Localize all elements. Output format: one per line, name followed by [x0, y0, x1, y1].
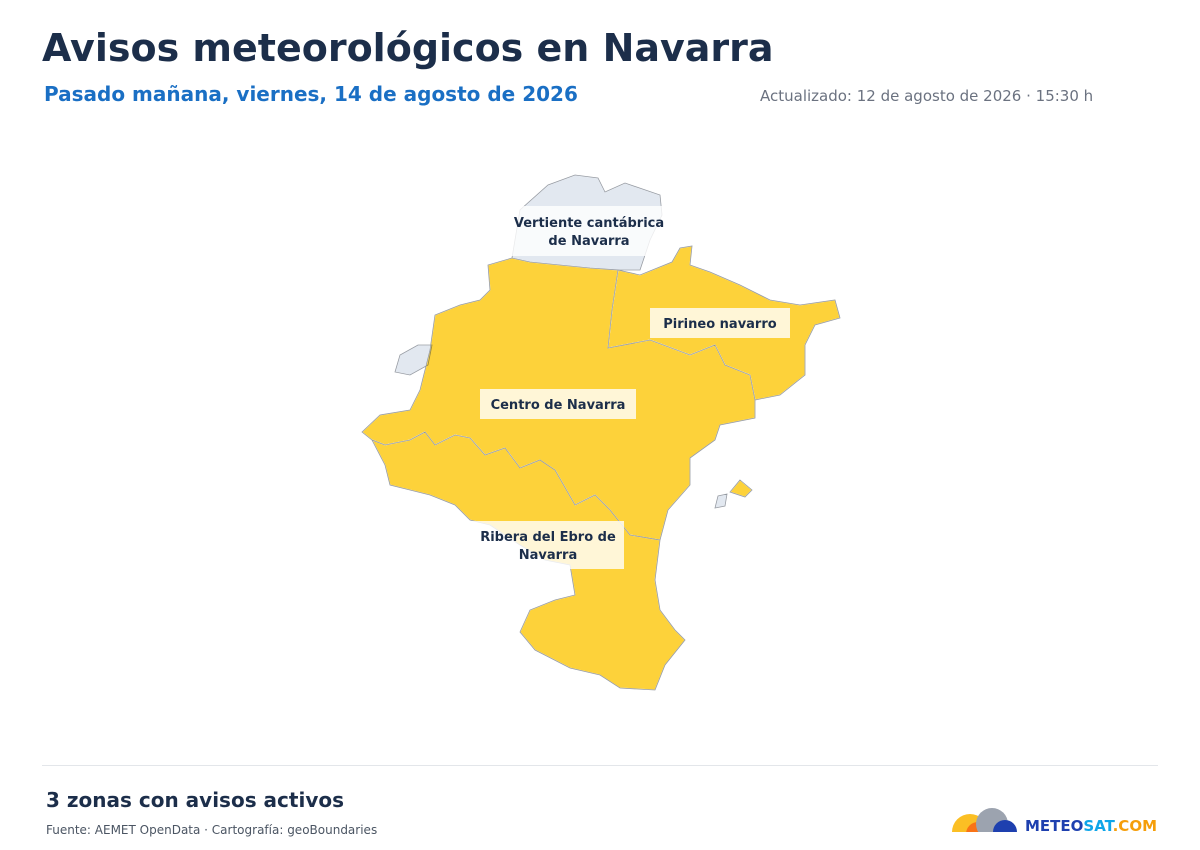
- logo-part: .COM: [1113, 817, 1157, 835]
- logo-mask: [940, 832, 1030, 850]
- source: Fuente: AEMET OpenData · Cartografía: ge…: [46, 823, 378, 837]
- region-outline: [361, 174, 841, 691]
- divider: [42, 765, 1158, 766]
- updated: Actualizado: 12 de agosto de 2026 · 15:3…: [760, 87, 1094, 105]
- logo: METEOSAT.COM: [940, 808, 1157, 850]
- logo-part: SAT: [1083, 817, 1115, 835]
- zone-label: Pirineo navarro: [663, 317, 776, 332]
- zone-label-bg: [650, 308, 790, 338]
- zone-label: Navarra: [519, 548, 578, 563]
- zone-label-bg: [472, 521, 624, 569]
- title: Avisos meteorológicos en Navarra: [42, 26, 774, 70]
- summary: 3 zonas con avisos activos: [46, 788, 345, 812]
- zone-label: Vertiente cantábrica: [514, 216, 664, 231]
- subtitle: Pasado mañana, viernes, 14 de agosto de …: [44, 82, 578, 106]
- zone-label: de Navarra: [548, 234, 629, 249]
- zone-label-bg: [480, 389, 636, 419]
- zone-label: Ribera del Ebro de: [480, 530, 616, 545]
- zone-label-bg: [508, 206, 670, 256]
- logo-part: METEO: [1025, 817, 1083, 835]
- zone-label: Centro de Navarra: [491, 398, 626, 413]
- logo-text: METEOSAT.COM: [1025, 817, 1157, 835]
